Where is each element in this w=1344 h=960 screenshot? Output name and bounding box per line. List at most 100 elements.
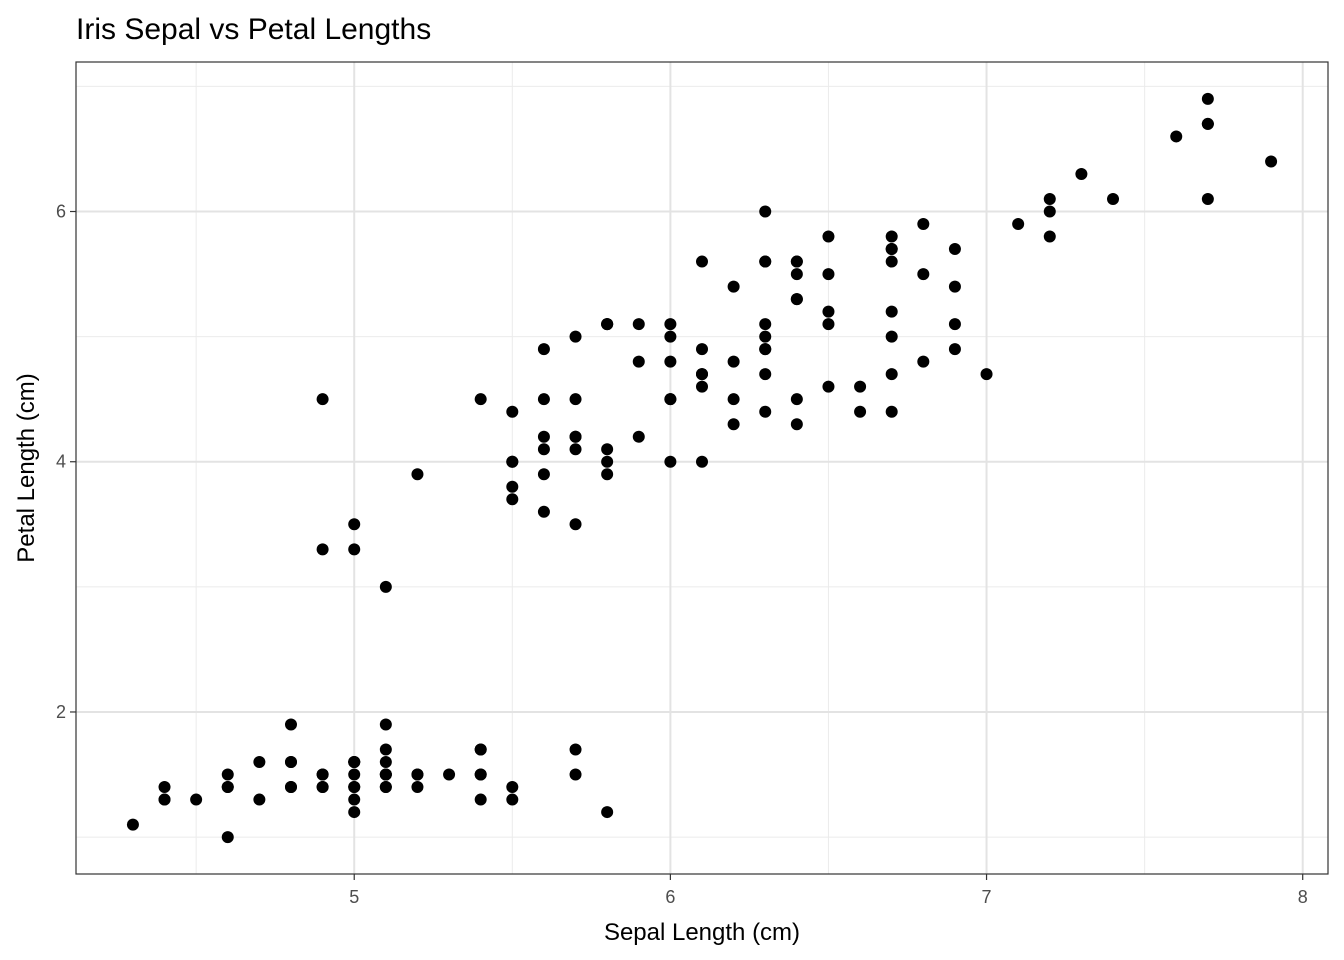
data-point: [1075, 167, 1088, 180]
data-point: [569, 430, 582, 443]
data-point: [601, 318, 614, 331]
data-point: [537, 505, 550, 518]
data-point: [537, 343, 550, 356]
data-point: [506, 493, 519, 506]
data-point: [696, 343, 708, 356]
data-point: [1043, 193, 1056, 206]
data-point: [474, 768, 487, 781]
data-point: [569, 743, 582, 756]
data-point: [348, 756, 361, 769]
y-axis-label: Petal Length (cm): [13, 373, 40, 562]
data-point: [885, 305, 898, 318]
data-point: [506, 480, 519, 493]
data-point: [727, 393, 740, 406]
data-point: [221, 831, 234, 844]
data-point: [537, 443, 550, 456]
data-point: [790, 255, 803, 268]
data-point: [1012, 218, 1025, 231]
data-point: [379, 781, 392, 794]
data-point: [948, 280, 961, 293]
data-point: [348, 793, 361, 806]
data-point: [379, 743, 392, 756]
data-point: [727, 418, 740, 431]
data-point: [569, 768, 582, 781]
data-point: [601, 443, 614, 456]
data-point: [506, 455, 519, 468]
data-point: [696, 455, 708, 468]
data-point: [506, 781, 519, 794]
data-point: [601, 455, 614, 468]
data-point: [379, 580, 392, 593]
data-point: [253, 793, 266, 806]
data-point: [411, 468, 424, 481]
x-tick-label: 5: [349, 887, 359, 907]
grid: [76, 62, 1328, 874]
data-point: [632, 318, 645, 331]
data-point: [316, 781, 329, 794]
data-point: [379, 718, 392, 731]
data-point: [885, 330, 898, 343]
data-point: [822, 230, 835, 243]
data-point: [316, 543, 329, 556]
y-tick-label: 4: [56, 452, 66, 472]
x-axis-label: Sepal Length (cm): [604, 919, 800, 946]
data-point: [1201, 92, 1214, 105]
data-point: [790, 293, 803, 306]
chart-title: Iris Sepal vs Petal Lengths: [76, 13, 431, 46]
data-point: [379, 756, 392, 769]
data-point: [348, 768, 361, 781]
x-tick-label: 7: [982, 887, 992, 907]
data-point: [443, 768, 456, 781]
data-point: [221, 768, 234, 781]
data-point: [253, 756, 266, 769]
data-point: [759, 368, 772, 381]
data-point: [759, 205, 772, 218]
data-point: [790, 393, 803, 406]
data-point: [980, 368, 993, 381]
data-point: [664, 455, 677, 468]
data-point: [537, 430, 550, 443]
data-point: [727, 280, 740, 293]
data-point: [854, 405, 867, 418]
data-point: [569, 393, 582, 406]
data-point: [474, 793, 487, 806]
data-point: [126, 818, 139, 831]
data-point: [632, 430, 645, 443]
data-point: [284, 781, 297, 794]
data-point: [158, 781, 171, 794]
data-point: [316, 768, 329, 781]
data-point: [1201, 117, 1214, 130]
data-point: [1043, 230, 1056, 243]
data-point: [885, 368, 898, 381]
data-point: [696, 368, 708, 381]
y-tick-label: 6: [56, 202, 66, 222]
data-point: [474, 393, 487, 406]
data-point: [379, 768, 392, 781]
data-point: [1043, 205, 1056, 218]
data-point: [569, 330, 582, 343]
data-point: [601, 468, 614, 481]
data-point: [917, 218, 930, 231]
data-point: [316, 393, 329, 406]
data-point: [348, 781, 361, 794]
data-point: [506, 405, 519, 418]
data-point: [727, 355, 740, 368]
x-tick-label: 8: [1298, 887, 1308, 907]
data-point: [854, 380, 867, 393]
data-point: [790, 268, 803, 281]
data-point: [885, 255, 898, 268]
data-point: [158, 793, 171, 806]
data-point: [411, 768, 424, 781]
data-point: [601, 806, 614, 819]
panel-border: [75, 61, 1329, 875]
data-point: [569, 518, 582, 531]
y-tick-label: 2: [56, 702, 66, 722]
data-point: [664, 355, 677, 368]
data-point: [1107, 193, 1120, 206]
data-point: [664, 318, 677, 331]
data-point: [190, 793, 203, 806]
data-point: [506, 793, 519, 806]
data-point: [411, 781, 424, 794]
data-point: [917, 355, 930, 368]
